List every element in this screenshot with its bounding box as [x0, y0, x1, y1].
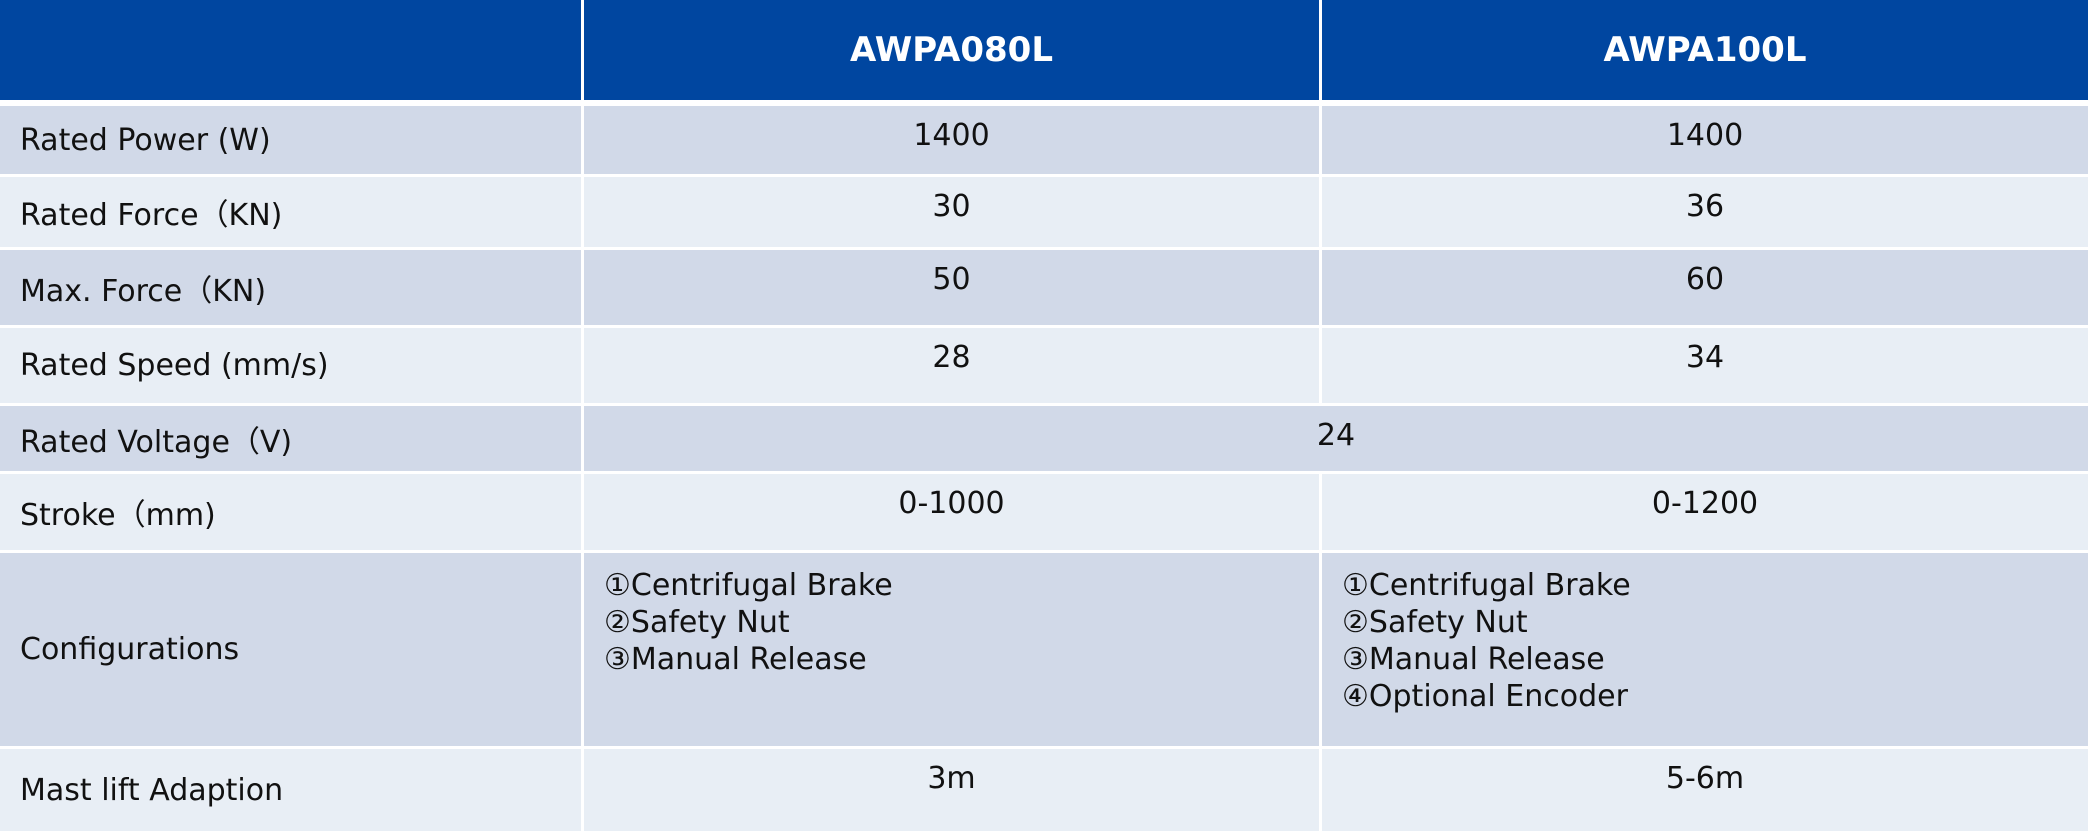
row-label: Rated Voltage（V) — [0, 406, 584, 474]
header-row: AWPA080L AWPA100L — [0, 0, 2088, 106]
row-label: Mast lift Adaption — [0, 749, 584, 834]
config-list-awpa080l: ①Centrifugal Brake ②Safety Nut ③Manual R… — [584, 553, 1322, 749]
row-label: Configurations — [0, 553, 584, 749]
cell-value: 28 — [584, 328, 1322, 406]
model-header-awpa080l: AWPA080L — [584, 0, 1322, 106]
table-row: Mast lift Adaption 3m 5-6m — [0, 749, 2088, 834]
row-label: Max. Force（KN) — [0, 250, 584, 328]
merged-cell-value: 24 — [584, 406, 2088, 474]
config-item: ②Safety Nut — [1342, 605, 1528, 640]
cell-value: 0-1200 — [1322, 474, 2088, 553]
row-label: Rated Speed (mm/s) — [0, 328, 584, 406]
cell-value: 0-1000 — [584, 474, 1322, 553]
table-row: Rated Speed (mm/s) 28 34 — [0, 328, 2088, 406]
cell-value: 1400 — [1322, 106, 2088, 177]
config-item: ①Centrifugal Brake — [1342, 568, 1631, 603]
table-row: Rated Force（KN) 30 36 — [0, 177, 2088, 250]
table-row: Configurations ①Centrifugal Brake ②Safet… — [0, 553, 2088, 749]
config-list-awpa100l: ①Centrifugal Brake ②Safety Nut ③Manual R… — [1322, 553, 2088, 749]
cell-value: 50 — [584, 250, 1322, 328]
row-label: Rated Force（KN) — [0, 177, 584, 250]
config-item: ③Manual Release — [1342, 642, 1605, 677]
cell-value: 34 — [1322, 328, 2088, 406]
config-item: ①Centrifugal Brake — [604, 568, 893, 603]
row-label: Rated Power (W) — [0, 106, 584, 177]
config-item: ③Manual Release — [604, 642, 867, 677]
model-header-awpa100l: AWPA100L — [1322, 0, 2088, 106]
cell-value: 3m — [584, 749, 1322, 834]
config-item: ②Safety Nut — [604, 605, 790, 640]
row-label: Stroke（mm) — [0, 474, 584, 553]
cell-value: 60 — [1322, 250, 2088, 328]
cell-value: 1400 — [584, 106, 1322, 177]
cell-value: 30 — [584, 177, 1322, 250]
table-row: Max. Force（KN) 50 60 — [0, 250, 2088, 328]
table-row: Rated Voltage（V) 24 — [0, 406, 2088, 474]
table-row: Stroke（mm) 0-1000 0-1200 — [0, 474, 2088, 553]
table-row: Rated Power (W) 1400 1400 — [0, 106, 2088, 177]
header-corner-cell — [0, 0, 584, 106]
cell-value: 5-6m — [1322, 749, 2088, 834]
cell-value: 36 — [1322, 177, 2088, 250]
config-item: ④Optional Encoder — [1342, 679, 1628, 714]
